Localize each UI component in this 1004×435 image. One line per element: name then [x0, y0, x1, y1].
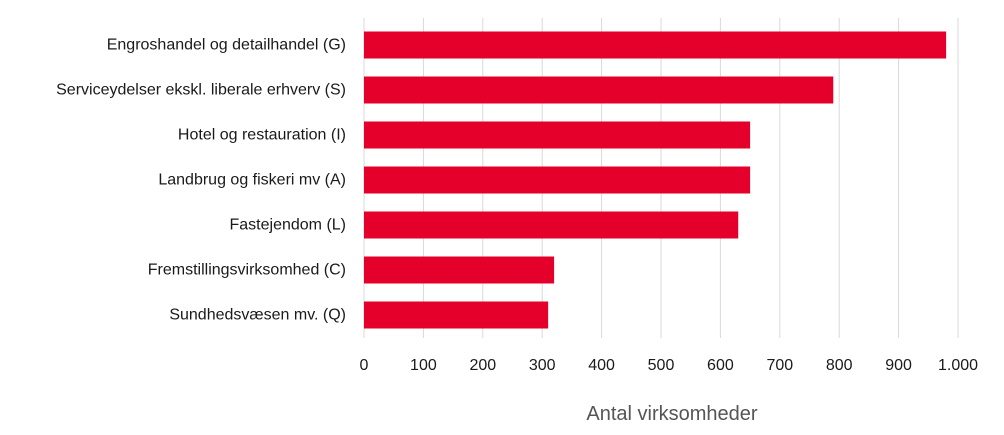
bars — [364, 31, 947, 329]
x-tick-label: 400 — [588, 357, 615, 374]
x-tick-label: 600 — [707, 357, 734, 374]
x-tick-label: 0 — [360, 357, 369, 374]
x-axis-title: Antal virksomheder — [586, 403, 758, 425]
x-tick-label: 300 — [529, 357, 556, 374]
x-tick-label: 700 — [766, 357, 793, 374]
x-axis-tick-labels: 0 100 200 300 400 500 600 700 800 900 1.000 — [360, 357, 979, 374]
category-labels: Engroshandel og detailhandel (G) Servicey… — [56, 37, 346, 324]
x-tick-label: 100 — [410, 357, 437, 374]
category-label: Sundhedsvæsen mv. (Q) — [169, 307, 346, 324]
x-tick-label: 500 — [648, 357, 675, 374]
category-label: Fremstillingsvirksomhed (C) — [148, 262, 346, 279]
bar — [364, 121, 751, 149]
bar — [364, 31, 947, 59]
category-label: Serviceydelser ekskl. liberale erhverv (… — [56, 82, 346, 99]
x-tick-label: 200 — [469, 357, 496, 374]
category-label: Fastejendom (L) — [230, 217, 347, 234]
category-label: Landbrug og fiskeri mv (A) — [158, 172, 346, 189]
x-tick-label: 1.000 — [938, 357, 978, 374]
category-label: Engroshandel og detailhandel (G) — [107, 37, 346, 54]
bar — [364, 301, 549, 329]
bar — [364, 76, 834, 104]
bar — [364, 256, 555, 284]
x-tick-label: 800 — [826, 357, 853, 374]
x-tick-label: 900 — [885, 357, 912, 374]
category-label: Hotel og restauration (I) — [178, 127, 346, 144]
bar — [364, 166, 751, 194]
bar — [364, 211, 739, 239]
